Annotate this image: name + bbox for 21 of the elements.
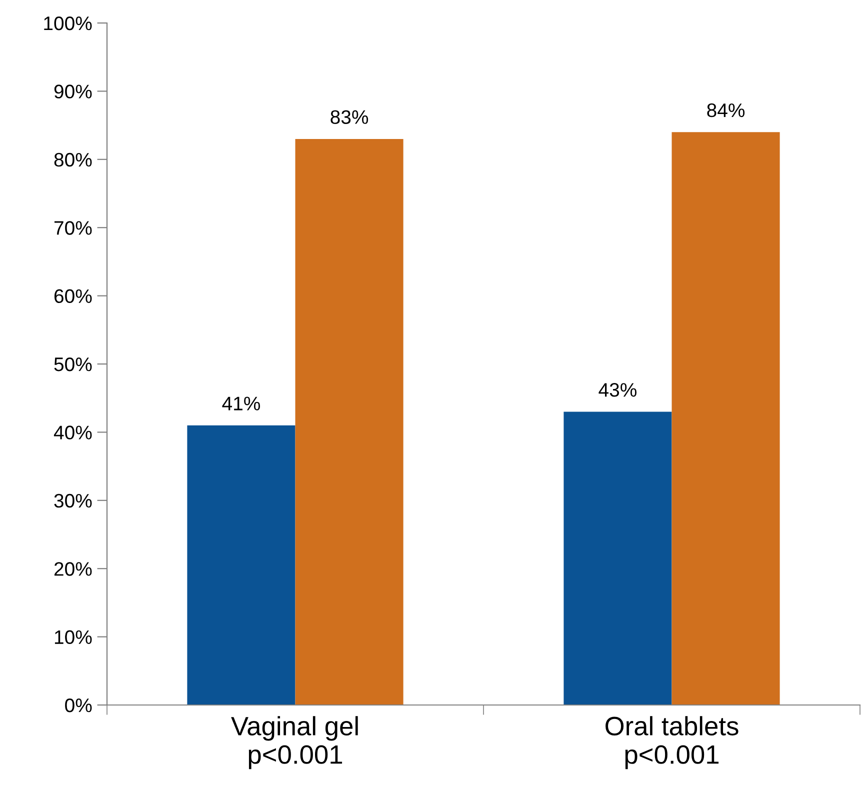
y-tick-label: 50% bbox=[54, 357, 92, 372]
y-tick-label: 10% bbox=[54, 630, 92, 644]
y-tick-label: 80% bbox=[54, 152, 92, 167]
x-tick-label: Oral tablets p<0.001 bbox=[606, 716, 738, 770]
bar bbox=[187, 425, 296, 705]
y-tick-label: 0% bbox=[65, 698, 92, 712]
y-tick-label: 90% bbox=[54, 84, 92, 98]
y-tick-label: 20% bbox=[54, 562, 92, 576]
x-tick-label: Vaginal gel p<0.001 bbox=[231, 716, 358, 770]
data-label: 41% bbox=[222, 396, 260, 410]
data-label: 43% bbox=[598, 383, 636, 397]
data-label: 84% bbox=[707, 103, 745, 118]
bar bbox=[564, 412, 672, 705]
y-tick-label: 70% bbox=[54, 221, 92, 235]
bar bbox=[295, 138, 404, 705]
y-tick-label: 100% bbox=[44, 16, 92, 30]
data-label: 83% bbox=[330, 110, 368, 124]
y-tick-label: 30% bbox=[54, 494, 92, 508]
y-tick-label: 60% bbox=[54, 289, 92, 304]
bar bbox=[672, 132, 780, 705]
y-tick-label: 40% bbox=[54, 426, 92, 440]
